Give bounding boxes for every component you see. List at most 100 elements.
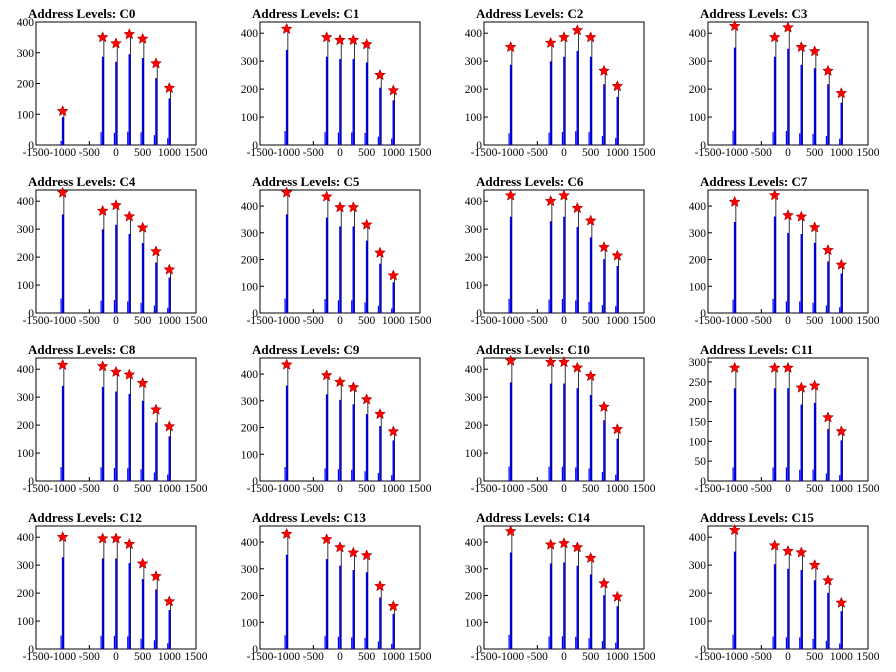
x-tick-label: -1000 [721,483,748,495]
peak-marker [387,599,400,612]
peak-marker [504,189,517,201]
chart-panel: Address Levels: C9 0 100 200 300 400 -1500 -100… [224,336,448,504]
chart-svg: Address Levels: C13 0 100 200 300 400 -1500 -10… [241,510,432,663]
y-tick-label: 200 [241,84,259,96]
x-tick-label: -1000 [497,651,524,663]
y-tick-label: 400 [689,28,707,40]
peak-marker [136,557,149,569]
histogram-bar [732,467,734,481]
y-tick-label: 400 [17,532,35,544]
peak-marker [360,549,373,561]
histogram-bar [100,635,102,649]
y-tick-label: 0 [476,476,482,488]
histogram-bar [153,472,155,481]
x-tick-label: 1500 [185,651,208,663]
x-tick-label: -1000 [49,651,76,663]
y-tick-label: 200 [241,591,259,603]
histogram-bar [509,382,512,481]
histogram-bar [588,132,590,145]
y-tick-label: 250 [689,377,707,389]
histogram-bar [733,222,736,313]
y-tick-label: 200 [465,591,483,603]
histogram-bar [168,98,171,145]
histogram-bar [588,301,590,313]
histogram-bar [603,259,605,313]
histogram-bar [391,643,393,649]
histogram-bar [840,440,843,481]
x-tick-label: -500 [303,651,324,663]
peak-marker [96,532,109,544]
histogram-bar [168,610,171,649]
peak-marker [822,574,834,586]
peak-marker [280,22,293,35]
x-tick-label: 1500 [409,651,432,663]
peak-marker [558,189,570,201]
histogram-bar [589,56,592,146]
x-tick-label: -1500 [695,651,722,663]
y-tick-label: 300 [689,560,707,572]
peak-marker [571,201,584,214]
histogram-bar [563,562,565,649]
x-tick-label: 0 [113,651,119,663]
histogram-bar [391,138,393,145]
histogram-bar [337,132,339,145]
x-tick-label: -500 [303,483,324,495]
peak-marker [56,530,69,543]
x-tick-label: 1000 [382,147,405,159]
x-tick-label: -1000 [273,651,300,663]
histogram-bar [800,569,803,649]
peak-marker [782,209,794,221]
histogram-bar [576,51,579,146]
x-tick-label: 1000 [382,483,405,495]
peak-marker [822,243,834,256]
x-tick-label: 500 [582,651,600,663]
histogram-bar [155,422,157,481]
histogram-bar [549,563,552,649]
histogram-bar [616,266,619,313]
peak-marker [558,537,570,549]
histogram-bar [549,61,552,145]
histogram-bar [364,132,366,145]
histogram-bar [812,638,814,649]
chart-svg: Address Levels: C11 0 50 100 150 200 250 300 -15… [689,342,880,495]
x-tick-label: -1500 [471,483,498,495]
histogram-bar [563,383,565,481]
x-tick-label: 1000 [606,147,629,159]
histogram-bar [800,234,803,313]
x-tick-label: 1000 [382,651,405,663]
x-tick-label: 500 [134,315,152,327]
peak-marker [558,31,570,43]
histogram-bar [733,551,736,649]
histogram-bar [813,242,816,313]
y-tick-label: 0 [252,476,258,488]
peak-marker [110,532,122,544]
x-tick-label: -1500 [23,147,50,159]
peak-marker [96,360,109,372]
histogram-bar [339,399,341,481]
peak-marker [768,31,781,43]
x-tick-label: -1500 [247,315,274,327]
y-tick-label: 300 [465,56,483,68]
peak-marker [123,210,136,222]
chart-svg: Address Levels: C5 0 100 200 300 400 -1500 -100… [241,174,432,327]
peak-marker [387,269,400,281]
y-tick-label: 100 [465,112,483,124]
histogram-bar [589,395,592,481]
histogram-bar [603,595,605,649]
histogram-bar [799,469,801,481]
histogram-bar [115,61,117,146]
y-tick-label: 300 [465,392,483,404]
y-tick-label: 0 [28,140,34,152]
peak-marker [544,36,557,49]
histogram-bar [615,306,617,313]
peak-marker [280,186,293,198]
histogram-bar [337,636,339,649]
chart-panel: Address Levels: C4 0 100 200 300 400 -1500 -100… [0,168,224,336]
peak-marker [347,201,360,213]
y-tick-label: 200 [689,84,707,96]
x-tick-label: 0 [113,483,119,495]
histogram-bar [377,136,379,145]
y-tick-label: 0 [476,308,482,320]
histogram-bar [825,305,827,313]
histogram-bar [733,388,736,481]
